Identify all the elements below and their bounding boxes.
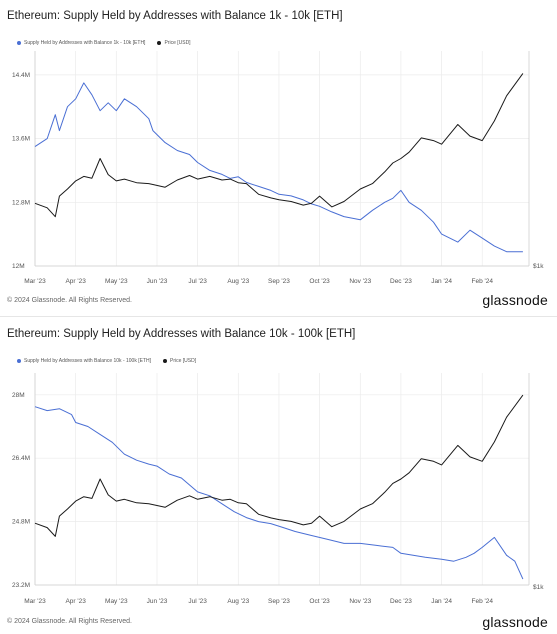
legend-item-supply[interactable]: Supply Held by Addresses with Balance 10…	[17, 358, 151, 364]
xtick-label: May '23	[105, 598, 128, 605]
legend-item-price[interactable]: Price [USD]	[163, 358, 196, 364]
xtick-label: Aug '23	[227, 598, 249, 605]
ytick-label-right: $1k	[533, 584, 544, 591]
legend-label-supply: Supply Held by Addresses with Balance 1k…	[24, 40, 146, 46]
panel-divider	[0, 316, 557, 317]
xtick-label: Jan '24	[431, 598, 452, 605]
copyright-text: © 2024 Glassnode. All Rights Reserved.	[7, 297, 133, 304]
ytick-label: 14.4M	[12, 72, 30, 79]
xtick-label: Apr '23	[65, 598, 86, 605]
copyright-text: © 2024 Glassnode. All Rights Reserved.	[7, 618, 133, 625]
xtick-label: Jun '23	[147, 598, 168, 605]
ytick-label: 12M	[12, 263, 25, 270]
legend-label-price: Price [USD]	[164, 40, 191, 46]
xtick-label: Oct '23	[309, 598, 330, 605]
ytick-label: 26.4M	[12, 455, 30, 462]
series-line-price	[34, 73, 524, 218]
chart-legend: Supply Held by Addresses with Balance 10…	[17, 358, 208, 364]
series-line-price	[34, 394, 524, 537]
ytick-label: 13.6M	[12, 136, 30, 143]
ytick-label: 24.8M	[12, 519, 30, 526]
xtick-label: May '23	[105, 278, 128, 285]
xtick-label: Dec '23	[390, 598, 412, 605]
ytick-label: 28M	[12, 392, 25, 399]
xtick-label: Sep '23	[268, 278, 290, 285]
xtick-label: Feb '24	[472, 598, 494, 605]
ytick-label-right: $1k	[533, 263, 544, 270]
legend-item-supply[interactable]: Supply Held by Addresses with Balance 1k…	[17, 40, 145, 46]
ytick-label: 23.2M	[12, 582, 30, 589]
xtick-label: Jan '24	[431, 278, 452, 285]
xtick-label: Jul '23	[188, 278, 207, 285]
xtick-label: Jul '23	[188, 598, 207, 605]
legend-label-supply: Supply Held by Addresses with Balance 10…	[24, 358, 152, 364]
legend-swatch-supply	[17, 41, 21, 45]
xtick-label: Jun '23	[147, 278, 168, 285]
glassnode-logo: glassnode	[482, 292, 548, 308]
xtick-label: Aug '23	[227, 278, 249, 285]
legend-item-price[interactable]: Price [USD]	[157, 40, 191, 46]
legend-label-price: Price [USD]	[170, 358, 197, 364]
legend-swatch-supply	[17, 359, 21, 363]
xtick-label: Apr '23	[65, 278, 86, 285]
series-line-supply	[34, 82, 523, 253]
chart-plot-area[interactable]: 12M 12.8M 13.6M 14.4M $1k Mar '23 Apr '23 May '…	[0, 0, 557, 290]
xtick-label: Feb '24	[472, 278, 494, 285]
xtick-label: Sep '23	[268, 598, 290, 605]
ytick-label: 12.8M	[12, 199, 30, 206]
xtick-label: Mar '23	[24, 598, 46, 605]
legend-swatch-price	[163, 359, 168, 363]
xtick-label: Dec '23	[390, 278, 412, 285]
glassnode-logo: glassnode	[482, 614, 548, 630]
xtick-label: Nov '23	[349, 598, 371, 605]
series-line-supply	[34, 406, 524, 580]
legend-swatch-price	[157, 41, 162, 45]
xtick-label: Nov '23	[349, 278, 371, 285]
chart-plot-area[interactable]: 23.2M 24.8M 26.4M 28M $1k Mar '23 Apr '23 May '…	[0, 318, 557, 613]
chart-title: Ethereum: Supply Held by Addresses with …	[7, 10, 343, 22]
chart-panel-10k-100k: Ethereum: Supply Held by Addresses with …	[0, 318, 557, 634]
chart-title: Ethereum: Supply Held by Addresses with …	[7, 328, 356, 340]
chart-legend: Supply Held by Addresses with Balance 1k…	[17, 40, 203, 46]
xtick-label: Oct '23	[309, 278, 330, 285]
xtick-label: Mar '23	[24, 278, 46, 285]
chart-panel-1k-10k: Ethereum: Supply Held by Addresses with …	[0, 0, 557, 316]
